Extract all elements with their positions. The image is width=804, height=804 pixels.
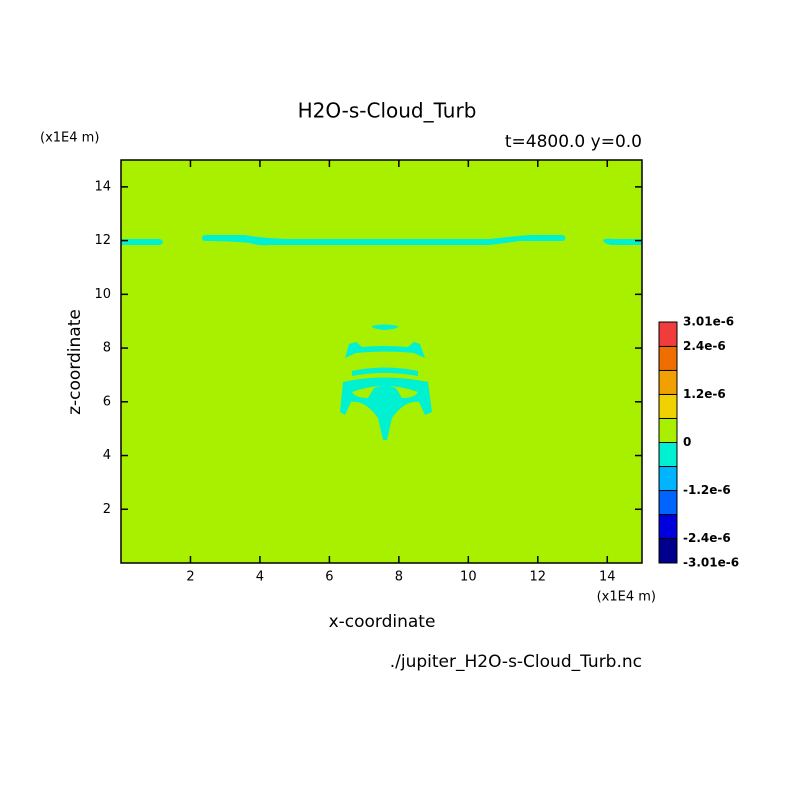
y-tick-label: 12: [94, 233, 111, 248]
x-axis-label: x-coordinate: [329, 612, 436, 632]
negative-region: [202, 235, 566, 246]
y-unit: (x1E4 m): [40, 131, 99, 146]
y-tick-label: 14: [94, 179, 111, 194]
negative-region: [371, 324, 399, 330]
y-tick-label: 6: [103, 394, 111, 409]
chart-subtitle: t=4800.0 y=0.0: [505, 132, 642, 152]
colorbar-label: -1.2e-6: [683, 483, 731, 497]
colorbar-bin: [658, 345, 678, 371]
colorbar-bin: [658, 442, 678, 468]
colorbar-label: 3.01e-6: [683, 315, 734, 329]
negative-region: [340, 377, 432, 440]
x-tick-label: 2: [186, 570, 194, 585]
colorbar-bin: [658, 466, 678, 492]
x-tick-label: 12: [530, 570, 547, 585]
colorbar-bin: [658, 490, 678, 516]
negative-region: [345, 342, 425, 358]
negative-region: [603, 238, 642, 245]
field-background: [121, 160, 642, 563]
colorbar-bin: [658, 514, 678, 540]
colorbar-label: -3.01e-6: [683, 556, 739, 570]
negative-region: [352, 367, 418, 376]
colorbar-label: -2.4e-6: [683, 531, 731, 545]
y-tick-label: 4: [103, 448, 111, 463]
plot-frame: [120, 159, 643, 564]
x-tick-label: 6: [325, 570, 333, 585]
x-tick-label: 14: [599, 570, 616, 585]
x-tick-label: 8: [395, 570, 403, 585]
colorbar-label: 1.2e-6: [683, 387, 726, 401]
x-tick-label: 4: [256, 570, 264, 585]
source-file: ./jupiter_H2O-s-Cloud_Turb.nc: [390, 652, 642, 672]
chart-title: H2O-s-Cloud_Turb: [298, 99, 477, 123]
x-unit: (x1E4 m): [597, 590, 656, 605]
colorbar-bin: [658, 321, 678, 347]
colorbar-bin: [658, 417, 678, 444]
colorbar-bin: [658, 538, 678, 564]
colorbar-bin: [658, 369, 678, 395]
colorbar-bin: [658, 393, 678, 419]
colorbar-label: 2.4e-6: [683, 339, 726, 353]
colorbar-label: 0: [683, 435, 691, 449]
y-tick-label: 8: [103, 341, 111, 356]
negative-region: [121, 239, 163, 245]
x-tick-label: 10: [460, 570, 477, 585]
y-axis-label: z-coordinate: [65, 309, 85, 415]
y-tick-label: 10: [94, 287, 111, 302]
y-tick-label: 2: [103, 502, 111, 517]
